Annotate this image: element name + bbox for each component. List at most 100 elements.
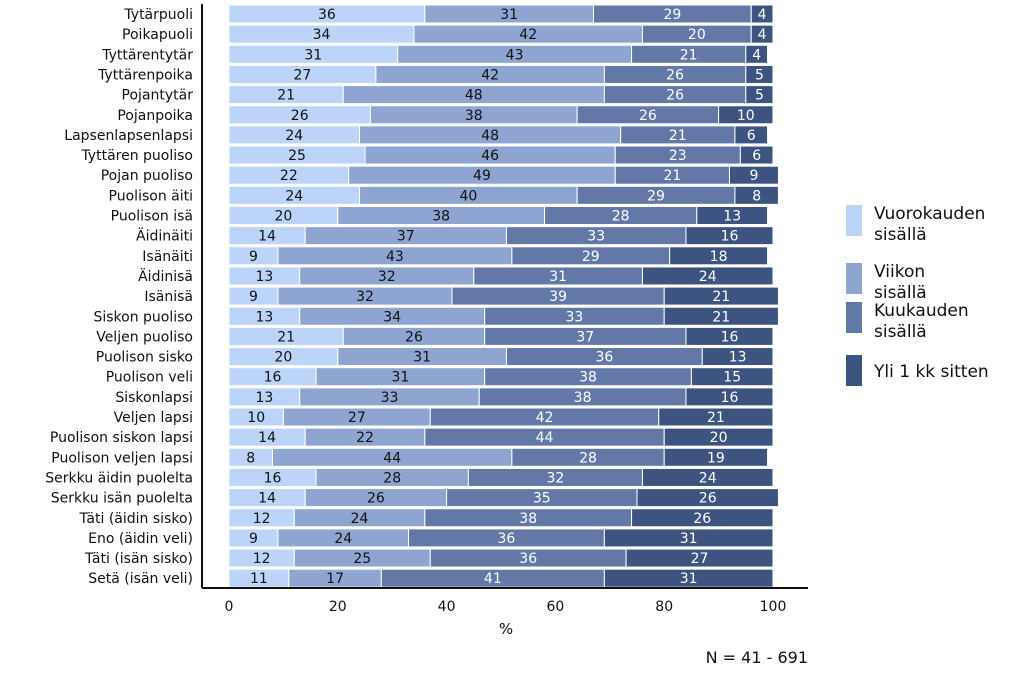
data-label: 11 [250,571,268,587]
data-label: 31 [680,571,698,587]
category-label: Puolison isä [111,209,193,225]
bar-segment [641,467,774,487]
category-label: Eno (äidin veli) [88,531,193,547]
x-tick-labels: 0 20 40 60 80 100 [225,599,787,615]
x-tick-label: 60 [546,599,564,615]
data-label: 37 [576,329,594,345]
data-label: 38 [579,370,597,386]
data-label: 9 [249,249,258,265]
data-label: 49 [473,168,491,184]
category-labels: Tytärpuoli Poikapuoli Tyttärentytär Tyttäre… [45,7,193,587]
data-label: 34 [313,27,331,43]
legend-swatch [846,302,862,333]
bar-segment [690,367,774,387]
data-label: 48 [481,128,499,144]
data-label: 14 [258,430,276,446]
bar-segment [663,427,774,447]
data-label: 4 [752,47,761,63]
data-label: 24 [699,470,717,486]
legend-swatch [846,355,862,386]
category-label: Täti (isän sisko) [84,551,193,567]
bar-segment [631,508,774,528]
data-label: 37 [397,229,415,245]
bars-group: 36 31 29 434 42 20 431 43 21 427 42 26 521 48 26 526 38 2… [228,4,779,588]
data-label: 33 [381,390,399,406]
legend-label: Viikon sisällä [874,262,927,303]
legend-item: Kuukauden sisällä [846,301,969,342]
bar-segment [734,185,779,205]
data-label: 14 [258,491,276,507]
data-label: 26 [699,491,717,507]
data-label: 27 [294,67,312,83]
data-label: 10 [247,410,265,426]
bar-segment [663,306,779,326]
data-label: 13 [255,309,273,325]
category-label: Puolison äiti [109,188,193,204]
bar-segment [669,246,769,266]
data-label: 26 [666,67,684,83]
bar-segment [745,85,774,105]
data-label: 31 [500,7,518,23]
data-label: 41 [484,571,502,587]
data-label: 21 [712,309,730,325]
category-label: Tytärpuoli [123,7,193,23]
category-label: Puolison veli [106,370,193,386]
data-label: 23 [669,148,687,164]
data-label: 44 [536,430,554,446]
bar-segment [603,528,774,548]
data-label: 13 [255,269,273,285]
data-label: 36 [498,531,516,547]
bar-segment [625,548,774,568]
data-label: 25 [288,148,306,164]
data-label: 21 [707,410,725,426]
data-label: 39 [549,289,567,305]
data-label: 24 [285,188,303,204]
category-label: Poikapuoli [122,27,193,43]
data-label: 27 [348,410,366,426]
bar-segment [745,44,769,64]
data-label: 20 [274,209,292,225]
data-label: 29 [582,249,600,265]
data-label: 31 [549,269,567,285]
data-label: 38 [519,511,537,527]
data-label: 16 [264,470,282,486]
data-label: 34 [383,309,401,325]
data-label: 31 [680,531,698,547]
data-label: 27 [691,551,709,567]
bar-segment [658,407,774,427]
data-label: 5 [755,67,764,83]
x-tick-label: 80 [655,599,673,615]
bar-segment [739,145,774,165]
data-label: 26 [405,329,423,345]
data-label: 28 [579,450,597,466]
data-label: 20 [688,27,706,43]
category-label: Pojan puoliso [101,168,193,184]
data-label: 24 [285,128,303,144]
data-label: 42 [519,27,537,43]
data-label: 26 [291,108,309,124]
category-label: Siskonlapsi [115,390,193,406]
x-tick-label: 20 [329,599,347,615]
data-label: 25 [353,551,371,567]
bar-segment [701,347,774,367]
data-label: 13 [723,209,741,225]
data-label: 26 [367,491,385,507]
data-label: 20 [274,350,292,366]
data-label: 24 [351,511,369,527]
data-label: 43 [506,47,524,63]
data-label: 16 [721,390,739,406]
bar-segment [745,64,774,84]
data-label: 28 [612,209,630,225]
data-label: 13 [255,390,273,406]
data-label: 29 [647,188,665,204]
category-label: Serkku äidin puolelta [45,470,193,486]
data-label: 28 [383,470,401,486]
category-label: Täti (äidin sisko) [79,511,193,527]
category-label: Pojanpoika [117,108,193,124]
bar-segment [663,286,779,306]
category-label: Tyttärenpoika [97,67,193,83]
legend-item: Viikon sisällä [846,262,927,303]
data-label: 24 [699,269,717,285]
legend-swatch [846,205,862,236]
